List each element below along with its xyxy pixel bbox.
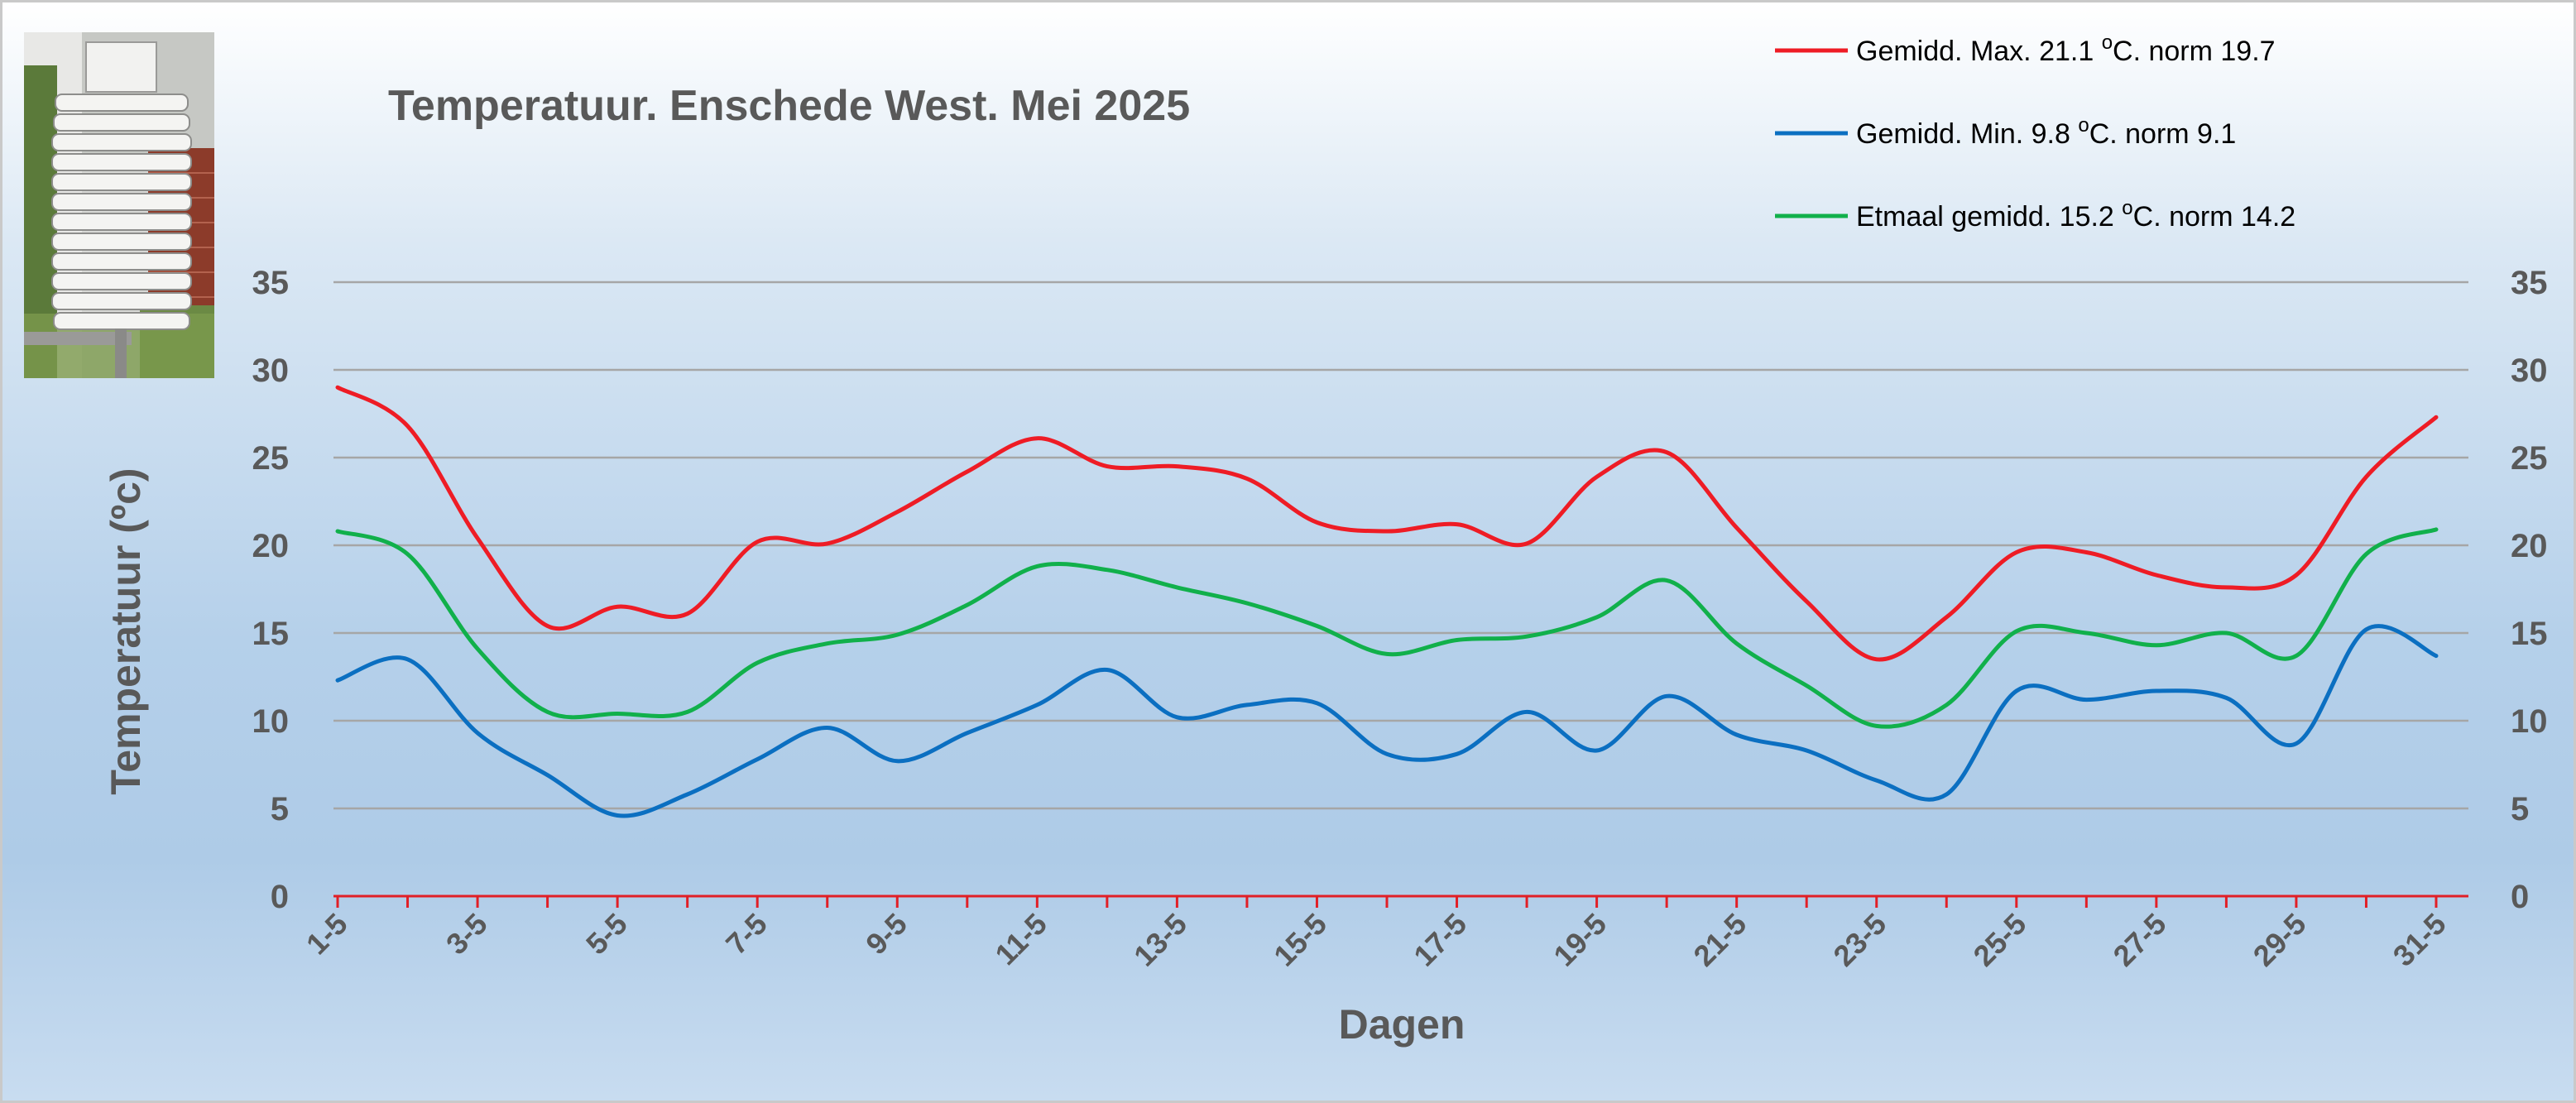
y-tick-label-left: 5	[271, 791, 289, 827]
legend-item-min: Gemidd. Min. 9.8 oC. norm 9.1	[1775, 114, 2236, 150]
legend-label-avg: Etmaal gemidd. 15.2 oC. norm 14.2	[1856, 197, 2295, 233]
y-tick-label-left: 0	[271, 879, 289, 915]
legend-degree-sup: o	[2122, 197, 2132, 219]
x-tick-label: 27-5	[2107, 907, 2173, 973]
x-tick-label: 23-5	[1826, 907, 1892, 973]
y-tick-label-right: 15	[2511, 616, 2548, 652]
legend-item-max: Gemidd. Max. 21.1 oC. norm 19.7	[1775, 31, 2276, 67]
legend-prefix: Gemidd. Min. 9.8	[1856, 118, 2078, 150]
y-axis-label: Temperatuur (ºc)	[103, 468, 149, 794]
series-lines	[335, 385, 2439, 818]
series-line-max	[335, 385, 2439, 662]
x-axis-ticks: 1-5 3-5 5-5 7-5 9-5 11-5 13-5 15-5 17-5 19-5 21-5 2…	[300, 896, 2453, 973]
x-tick-label: 5-5	[579, 907, 634, 962]
y-tick-label-left: 35	[252, 265, 290, 301]
gridlines	[333, 281, 2468, 898]
y-tick-label-left: 30	[252, 352, 290, 389]
x-tick-label: 11-5	[988, 907, 1053, 972]
legend-prefix: Gemidd. Max. 21.1	[1856, 36, 2102, 67]
x-tick-label: 7-5	[719, 907, 774, 962]
legend-prefix: Etmaal gemidd. 15.2	[1856, 201, 2122, 233]
x-tick-label: 3-5	[439, 907, 494, 962]
y-tick-label-right: 20	[2511, 528, 2548, 564]
x-axis-label: Dagen	[1339, 1001, 1465, 1048]
y-tick-label-right: 25	[2511, 440, 2548, 477]
x-tick-label: 1-5	[300, 907, 354, 962]
y-tick-label-left: 20	[252, 528, 290, 564]
y-tick-label-left: 15	[252, 616, 290, 652]
x-tick-label: 31-5	[2387, 907, 2453, 973]
y-tick-label-left: 10	[252, 703, 290, 740]
x-tick-label: 9-5	[859, 907, 914, 962]
y-tick-label-right: 5	[2511, 791, 2529, 827]
legend-suffix: C. norm 9.1	[2089, 118, 2237, 150]
y-axis-right-ticks: 0 5 10 15 20 25 30 35	[2511, 265, 2548, 915]
y-tick-label-left: 25	[252, 440, 290, 477]
series-line-avg	[335, 527, 2439, 729]
chart-title: Temperatuur. Enschede West. Mei 2025	[388, 82, 1190, 130]
x-tick-label: 25-5	[1967, 907, 2033, 973]
series-line-min	[335, 624, 2439, 818]
legend-label-min: Gemidd. Min. 9.8 oC. norm 9.1	[1856, 114, 2236, 150]
x-tick-label: 19-5	[1547, 907, 1613, 973]
x-tick-label: 15-5	[1267, 907, 1333, 973]
legend-degree-sup: o	[2078, 114, 2089, 137]
x-tick-label: 13-5	[1127, 907, 1193, 973]
legend-degree-sup: o	[2102, 31, 2113, 54]
y-tick-label-right: 10	[2511, 703, 2548, 740]
y-tick-label-right: 35	[2511, 265, 2548, 301]
x-tick-label: 29-5	[2247, 907, 2313, 973]
legend-suffix: C. norm 14.2	[2133, 201, 2296, 233]
legend-item-avg: Etmaal gemidd. 15.2 oC. norm 14.2	[1775, 197, 2295, 233]
y-axis-left-ticks: 0 5 10 15 20 25 30 35	[252, 265, 290, 915]
x-tick-label: 21-5	[1686, 907, 1753, 973]
y-tick-label-right: 30	[2511, 352, 2548, 389]
weather-station-photo	[24, 32, 214, 378]
legend-suffix: C. norm 19.7	[2113, 36, 2276, 67]
y-tick-label-right: 0	[2511, 879, 2529, 915]
x-tick-label: 17-5	[1407, 907, 1473, 973]
legend-label-max: Gemidd. Max. 21.1 oC. norm 19.7	[1856, 31, 2276, 67]
